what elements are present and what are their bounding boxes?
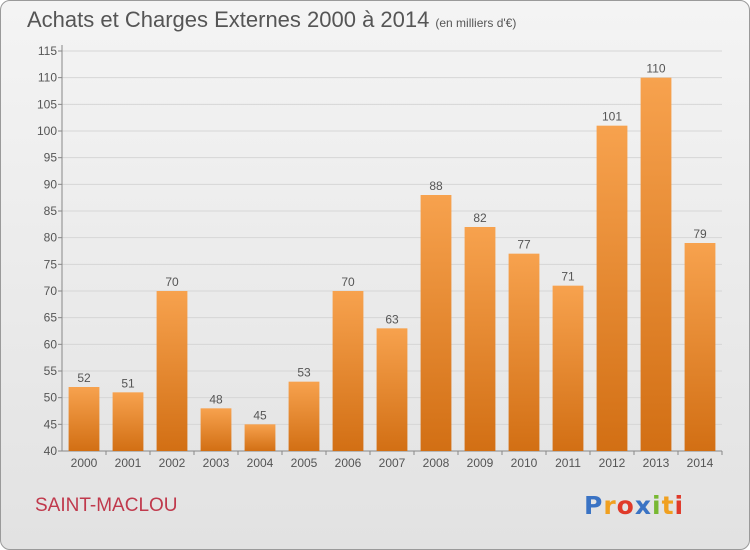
- bar-2011: [552, 285, 584, 451]
- x-tick-label: 2012: [599, 456, 626, 470]
- y-tick-label: 95: [44, 151, 58, 165]
- bar-2012: [596, 125, 628, 452]
- bar-value-label: 52: [77, 371, 91, 385]
- logo-letter: t: [661, 491, 675, 520]
- x-tick-label: 2009: [467, 456, 494, 470]
- bar-2003: [200, 408, 232, 451]
- logo-letter: i: [674, 491, 685, 520]
- y-tick-label: 105: [37, 97, 57, 111]
- bar-2010: [508, 253, 540, 451]
- bar-value-label: 63: [385, 312, 399, 326]
- bar-2013: [640, 77, 672, 452]
- x-tick-label: 2005: [291, 456, 318, 470]
- y-tick-label: 70: [44, 284, 58, 298]
- x-tick-label: 2000: [71, 456, 98, 470]
- y-tick-label: 110: [38, 71, 57, 85]
- bar-value-label: 51: [121, 376, 135, 390]
- y-tick-label: 80: [44, 231, 58, 245]
- bar-2005: [288, 381, 320, 451]
- bar-value-label: 101: [602, 110, 622, 124]
- bar-value-label: 70: [165, 275, 179, 289]
- bar-value-label: 77: [517, 238, 531, 252]
- x-tick-label: 2013: [643, 456, 670, 470]
- x-tick-label: 2001: [115, 456, 142, 470]
- y-tick-label: 50: [44, 391, 58, 405]
- logo-letter: P: [584, 491, 604, 520]
- chart-title-text: Achats et Charges Externes 2000 à 2014: [27, 7, 430, 32]
- bar-value-label: 71: [561, 270, 575, 284]
- x-tick-label: 2007: [379, 456, 406, 470]
- bar-2004: [244, 424, 276, 451]
- y-tick-label: 100: [37, 124, 57, 138]
- x-tick-label: 2002: [159, 456, 186, 470]
- y-tick-label: 90: [44, 177, 58, 191]
- bar-value-label: 48: [209, 392, 223, 406]
- bar-value-label: 53: [297, 366, 311, 380]
- y-tick-label: 40: [44, 444, 58, 458]
- bar-value-label: 79: [693, 227, 707, 241]
- logo-letter: i: [652, 491, 662, 520]
- bar-value-label: 82: [473, 211, 487, 225]
- bar-value-label: 45: [253, 408, 267, 422]
- bar-2001: [112, 392, 144, 451]
- x-tick-label: 2010: [511, 456, 538, 470]
- y-tick-label: 85: [44, 204, 58, 218]
- bar-value-label: 110: [646, 62, 665, 76]
- y-tick-label: 65: [44, 311, 58, 325]
- y-tick-label: 60: [44, 337, 58, 351]
- x-tick-label: 2008: [423, 456, 450, 470]
- logo-letter: r: [603, 491, 617, 520]
- proxiti-logo: Proxiti: [584, 491, 684, 520]
- x-tick-label: 2011: [555, 456, 581, 470]
- chart-title: Achats et Charges Externes 2000 à 2014 (e…: [27, 7, 516, 33]
- bar-value-label: 70: [341, 275, 355, 289]
- bar-value-label: 88: [429, 179, 443, 193]
- logo-letter: o: [616, 491, 635, 520]
- x-tick-label: 2004: [247, 456, 274, 470]
- bar-2008: [420, 195, 452, 451]
- commune-name: SAINT-MACLOU: [35, 495, 178, 516]
- bar-2006: [332, 291, 364, 451]
- bar-2007: [376, 328, 408, 451]
- bar-2009: [464, 227, 496, 451]
- x-tick-label: 2014: [687, 456, 714, 470]
- y-tick-label: 55: [44, 364, 58, 378]
- x-tick-label: 2006: [335, 456, 362, 470]
- bar-2000: [68, 387, 100, 451]
- y-tick-label: 75: [44, 257, 58, 271]
- y-tick-label: 45: [44, 417, 58, 431]
- x-tick-label: 2003: [203, 456, 230, 470]
- y-tick-label: 115: [38, 44, 57, 58]
- chart-unit: (en milliers d'€): [435, 16, 517, 30]
- logo-letter: x: [634, 491, 652, 520]
- bar-value-labels: 52 51 70 48 45 53 70 63 88 82 77 71 101 110 79: [77, 62, 707, 423]
- bars: [68, 77, 716, 452]
- bar-2014: [684, 243, 716, 451]
- bar-2002: [156, 291, 188, 451]
